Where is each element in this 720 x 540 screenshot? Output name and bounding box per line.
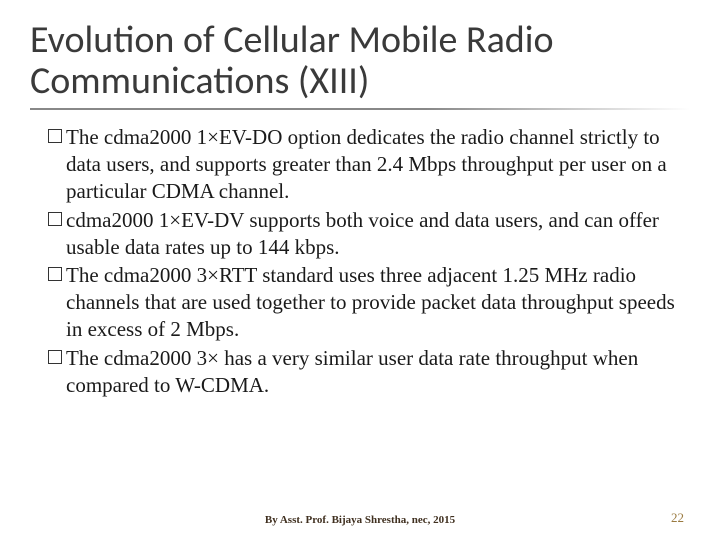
slide-title: Evolution of Cellular Mobile Radio Commu… [30, 20, 690, 102]
bullet-marker-icon [48, 212, 62, 226]
bullet-marker-icon [48, 129, 62, 143]
bullet-text: The cdma2000 3× has a very similar user … [66, 345, 690, 399]
bullet-text: cdma2000 1×EV-DV supports both voice and… [66, 207, 690, 261]
bullet-item: cdma2000 1×EV-DV supports both voice and… [48, 207, 690, 261]
page-number: 22 [671, 510, 684, 526]
title-underline [30, 108, 690, 110]
bullet-text: The cdma2000 3×RTT standard uses three a… [66, 262, 690, 343]
footer-attribution: By Asst. Prof. Bijaya Shrestha, nec, 201… [0, 514, 720, 526]
bullet-item: The cdma2000 3×RTT standard uses three a… [48, 262, 690, 343]
slide-body: The cdma2000 1×EV-DO option dedicates th… [30, 124, 690, 399]
bullet-item: The cdma2000 3× has a very similar user … [48, 345, 690, 399]
bullet-text: The cdma2000 1×EV-DO option dedicates th… [66, 124, 690, 205]
bullet-item: The cdma2000 1×EV-DO option dedicates th… [48, 124, 690, 205]
slide: Evolution of Cellular Mobile Radio Commu… [0, 0, 720, 540]
bullet-marker-icon [48, 350, 62, 364]
bullet-marker-icon [48, 267, 62, 281]
